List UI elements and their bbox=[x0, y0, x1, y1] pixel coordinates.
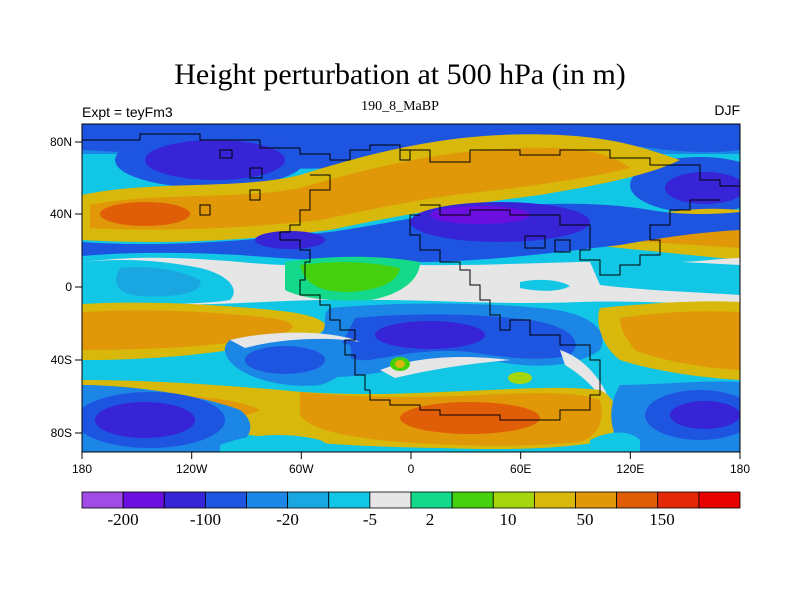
x-tick-label: 120E bbox=[616, 462, 644, 476]
x-axis-ticks bbox=[81, 452, 741, 459]
colorbar-swatch bbox=[616, 491, 659, 509]
colorbar-swatch bbox=[81, 491, 124, 509]
x-tick-label: 120W bbox=[176, 462, 208, 476]
period-label: 190_8_MaBP bbox=[361, 99, 439, 114]
colorbar-label: 2 bbox=[426, 510, 435, 529]
colorbar-swatch bbox=[492, 491, 535, 509]
colorbar-swatch bbox=[698, 491, 741, 509]
colorbar-label: -20 bbox=[276, 510, 299, 529]
colorbar-labels: -200 -100 -20 -5 2 10 50 150 bbox=[108, 510, 675, 529]
y-tick-label: 40N bbox=[50, 207, 72, 221]
plot-title: Height perturbation at 500 hPa (in m) bbox=[174, 58, 626, 91]
colorbar-swatch bbox=[204, 491, 247, 509]
colorbar-swatch bbox=[246, 491, 289, 509]
y-tick-label: 80N bbox=[50, 135, 72, 149]
colorbar-swatch bbox=[369, 491, 412, 509]
colorbar-swatch bbox=[163, 491, 206, 509]
colorbar-label: 10 bbox=[500, 510, 517, 529]
experiment-label: Expt = teyFm3 bbox=[82, 104, 173, 120]
season-label: DJF bbox=[714, 102, 740, 118]
colorbar-swatch bbox=[410, 491, 453, 509]
colorbar-label: -200 bbox=[108, 510, 139, 529]
y-tick-label: 80S bbox=[51, 426, 72, 440]
colorbar-swatch bbox=[328, 491, 371, 509]
x-tick-label: 180 bbox=[730, 462, 750, 476]
y-tick-label: 40S bbox=[51, 353, 72, 367]
y-tick-label: 0 bbox=[65, 280, 72, 294]
colorbar-label: -5 bbox=[363, 510, 377, 529]
x-tick-label: 180 bbox=[72, 462, 92, 476]
colorbar bbox=[81, 491, 741, 509]
continent-outlines bbox=[82, 133, 740, 421]
colorbar-swatch bbox=[575, 491, 618, 509]
colorbar-swatch bbox=[287, 491, 330, 509]
colorbar-label: -100 bbox=[190, 510, 221, 529]
colorbar-swatch bbox=[533, 491, 576, 509]
height-field bbox=[82, 124, 740, 452]
colorbar-swatch bbox=[657, 491, 700, 509]
x-tick-label: 0 bbox=[408, 462, 415, 476]
colorbar-label: 50 bbox=[577, 510, 594, 529]
x-tick-label: 60E bbox=[510, 462, 531, 476]
colorbar-label: 150 bbox=[649, 510, 675, 529]
x-tick-label: 60W bbox=[289, 462, 314, 476]
colorbar-swatch bbox=[451, 491, 494, 509]
colorbar-swatch bbox=[122, 491, 165, 509]
y-axis-ticks bbox=[75, 141, 82, 434]
